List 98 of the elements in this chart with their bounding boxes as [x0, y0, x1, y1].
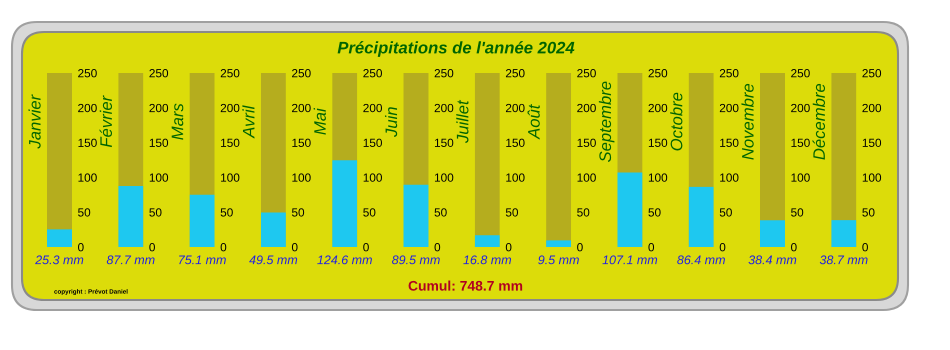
y-tick-label: 100: [578, 173, 596, 182]
y-tick-label: 0: [720, 243, 726, 252]
y-tick-label: 100: [862, 173, 882, 182]
data-label: 9.5 mm: [538, 255, 579, 264]
y-tick-label: 250: [149, 69, 168, 78]
y-tick-label: 200: [149, 104, 168, 112]
data-label: 49.5 mm: [249, 255, 298, 264]
y-tick-label: 0: [149, 243, 155, 252]
y-tick-label: 50: [791, 208, 804, 217]
y-tick-label: 150: [221, 138, 240, 147]
y-tick-label: 200: [862, 104, 882, 112]
y-tick-label: 150: [791, 138, 810, 147]
y-tick-label: 50: [220, 208, 233, 217]
y-tick-label: 0: [220, 243, 226, 252]
data-label: 87.7 mm: [106, 255, 155, 264]
y-tick-label: 100: [292, 173, 311, 182]
y-tick-label: 200: [648, 104, 668, 112]
y-tick-label: 100: [791, 173, 810, 182]
y-tick-label: 50: [720, 208, 732, 217]
y-tick-label: 200: [292, 104, 311, 112]
y-tick-label: 250: [862, 69, 882, 78]
data-label: 86.4 mm: [677, 255, 725, 264]
y-tick-label: 200: [720, 104, 738, 112]
x-tick-label: Octobre: [670, 92, 682, 150]
y-tick-label: 0: [862, 243, 868, 252]
y-tick-label: 150: [292, 138, 311, 147]
y-tick-label: 150: [648, 138, 668, 147]
y-tick-label: 150: [578, 138, 596, 147]
data-label: 38.7 mm: [820, 255, 868, 264]
y-tick-label: 0: [363, 243, 369, 252]
y-tick-label: 200: [506, 104, 525, 112]
y-tick-label: 200: [791, 104, 810, 112]
y-tick-label: 150: [150, 138, 168, 147]
y-tick-label: 250: [720, 69, 738, 78]
y-tick-label: 0: [791, 243, 797, 252]
y-tick-label: 250: [220, 69, 240, 78]
y-tick-label: 150: [862, 138, 882, 147]
x-tick-label: Décembre: [812, 84, 826, 160]
y-tick-label: 50: [648, 208, 661, 217]
x-tick-label: Novembre: [741, 84, 754, 160]
y-tick-label: 200: [434, 104, 454, 112]
data-label: 25.3 mm: [35, 255, 84, 264]
y-tick-label: 150: [434, 138, 454, 147]
x-tick-label: Septembre: [598, 82, 614, 162]
text: Cumul: 748.7 mm: [408, 280, 522, 291]
x-tick-label: Juin: [384, 107, 398, 138]
y-tick-label: 150: [364, 138, 382, 147]
y-tick-label: 0: [292, 243, 298, 252]
y-tick-label: 50: [434, 208, 447, 217]
y-tick-label: 250: [791, 69, 810, 78]
data-label: 124.6 mm: [317, 255, 372, 264]
y-tick-label: 0: [434, 243, 440, 252]
y-tick-label: 100: [150, 173, 168, 182]
y-tick-label: 100: [221, 173, 240, 182]
y-tick-label: 50: [862, 208, 875, 217]
y-tick-label: 250: [506, 69, 525, 78]
y-tick-label: 250: [363, 69, 382, 78]
y-tick-label: 250: [78, 69, 97, 78]
y-tick-label: 150: [506, 138, 525, 147]
y-tick-label: 200: [220, 104, 240, 112]
y-tick-label: 0: [648, 243, 654, 252]
y-tick-label: 0: [577, 243, 583, 252]
x-tick-label: Août: [528, 104, 540, 140]
y-tick-label: 0: [78, 243, 84, 252]
y-tick-label: 50: [577, 208, 590, 217]
x-tick-label: Février: [100, 95, 112, 148]
y-tick-label: 200: [363, 104, 382, 112]
x-tick-label: Avril: [242, 105, 254, 139]
data-label: 38.4 mm: [748, 255, 796, 264]
y-tick-label: 200: [577, 104, 596, 112]
y-tick-label: 250: [292, 69, 311, 78]
y-tick-label: 250: [577, 69, 596, 78]
y-tick-label: 50: [149, 208, 162, 217]
data-label: 16.8 mm: [463, 255, 512, 264]
y-tick-label: 150: [720, 138, 738, 147]
y-tick-label: 150: [78, 138, 97, 147]
x-tick-label: Mai: [314, 108, 326, 135]
data-label: 75.1 mm: [179, 256, 226, 264]
y-tick-label: 100: [720, 173, 738, 182]
y-tick-label: 50: [363, 208, 376, 217]
y-tick-label: 100: [78, 173, 97, 182]
y-tick-label: 100: [434, 173, 454, 182]
x-tick-label: Janvier: [28, 94, 41, 149]
y-tick-label: 100: [648, 173, 668, 182]
y-tick-label: 100: [506, 173, 525, 182]
y-tick-label: 200: [78, 104, 97, 112]
y-tick-label: 100: [364, 173, 382, 182]
y-tick-label: 50: [78, 208, 90, 217]
data-label: 89.5 mm: [392, 255, 440, 264]
x-tick-label: Mars: [172, 104, 184, 140]
y-tick-label: 250: [648, 69, 668, 78]
y-tick-label: 0: [506, 243, 512, 252]
y-tick-label: 250: [434, 69, 454, 78]
y-tick-label: 50: [292, 208, 304, 217]
x-tick-label: Juillet: [456, 100, 469, 144]
y-tick-label: 50: [506, 208, 518, 217]
data-label: 107.1 mm: [602, 255, 658, 264]
chart-title: Précipitations de l'année 2024: [338, 41, 574, 57]
